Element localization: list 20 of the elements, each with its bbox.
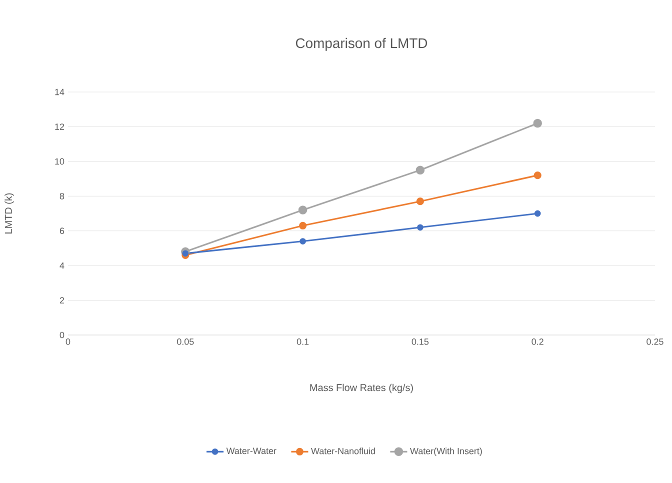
x-tick-label: 0.15 [412,338,429,345]
x-axis-title: Mass Flow Rates (kg/s) [310,384,413,394]
y-tick-label: 4 [60,262,64,269]
y-axis-title: LMTD (k) [4,193,14,234]
chart-title: Comparison of LMTD [296,38,428,51]
y-tick-label: 14 [55,88,64,96]
y-tick-label: 0 [60,332,64,338]
x-tick-label: 0 [66,338,70,345]
x-tick-label: 0.2 [532,338,544,345]
y-tick-label: 8 [60,192,64,200]
legend-label: Water-Nanofluid [311,448,375,454]
y-tick-label: 12 [55,124,64,130]
x-tick-label: 0.25 [646,338,664,345]
y-tick-label: 10 [55,158,64,165]
y-tick-label: 6 [60,228,64,234]
legend-label: Water(With Insert) [410,448,482,456]
x-tick-label: 0.05 [177,338,194,345]
x-tick-label: 0.1 [296,338,309,345]
legend-label: Water-Water [226,448,276,454]
y-tick-label: 2 [60,297,64,304]
